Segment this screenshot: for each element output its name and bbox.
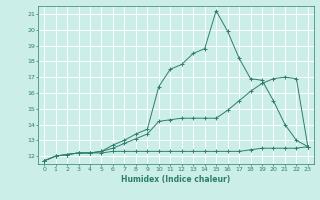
- X-axis label: Humidex (Indice chaleur): Humidex (Indice chaleur): [121, 175, 231, 184]
